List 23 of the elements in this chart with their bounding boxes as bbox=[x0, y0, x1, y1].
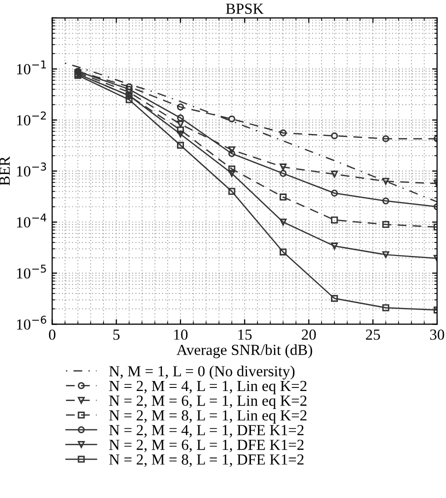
y-tick-label: 10$^{−4}$ bbox=[17, 214, 46, 228]
x-tick-label: 20 bbox=[302, 330, 316, 340]
x-axis-title: Average SNR/bit (dB) bbox=[176, 344, 312, 358]
y-tick-label: 10$^{−2}$ bbox=[17, 112, 46, 126]
x-tick-label: 0 bbox=[48, 330, 56, 340]
x-tick-label: 10 bbox=[174, 330, 188, 340]
x-tick-label: 25 bbox=[366, 330, 380, 340]
y-tick-label: 10$^{−1}$ bbox=[17, 60, 46, 74]
legend-label: N = 2, M = 8, L = 1, Lin eq K=2 bbox=[109, 410, 306, 424]
chart-title: BPSK bbox=[226, 4, 264, 14]
x-tick-label: 15 bbox=[238, 330, 252, 340]
y-tick-label: 10$^{−5}$ bbox=[17, 264, 46, 279]
x-tick-label: 5 bbox=[113, 330, 120, 340]
y-tick-label: 10$^{−3}$ bbox=[17, 162, 46, 176]
legend-label: N = 2, M = 4, L = 1, DFE K1=2 bbox=[109, 425, 304, 438]
y-tick-label: 10$^{−6}$ bbox=[17, 316, 46, 330]
legend-label: N, M = 1, L = 0 (No diversity) bbox=[109, 366, 294, 380]
legend-label: N = 2, M = 6, L = 1, Lin eq K=2 bbox=[109, 396, 306, 409]
x-tick-label: 30 bbox=[430, 330, 444, 340]
legend-label: N = 2, M = 8, L = 1, DFE K1=2 bbox=[109, 454, 304, 467]
legend-label: N = 2, M = 6, L = 1, DFE K1=2 bbox=[109, 440, 304, 452]
legend-label: N = 2, M = 4, L = 1, Lin eq K=2 bbox=[109, 380, 306, 394]
y-axis-title: BER bbox=[0, 156, 10, 186]
